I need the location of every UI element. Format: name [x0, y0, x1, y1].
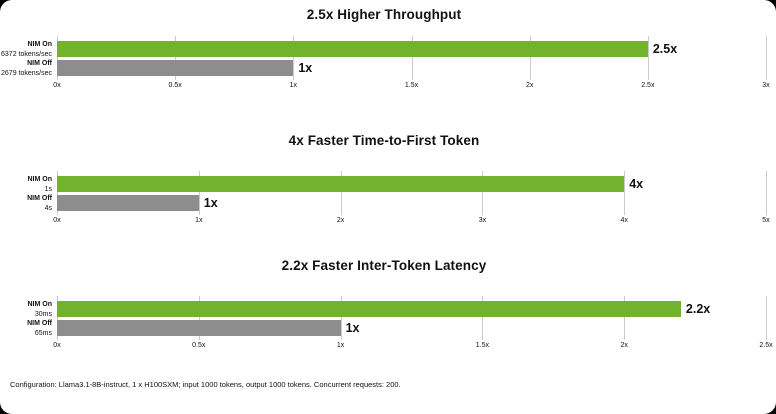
axis-tick-label: 0x — [53, 342, 61, 349]
chart-title: 4x Faster Time-to-First Token — [288, 133, 480, 148]
gridline — [529, 36, 531, 80]
axis-tick-label: 0.5x — [192, 342, 206, 349]
x-axis: 0x 1x 2x 3x 4x 5x — [53, 215, 770, 228]
bar-value-nim-off: 1x — [298, 61, 313, 75]
series-metric: 65ms — [34, 329, 52, 337]
bar-nim-on — [57, 301, 681, 317]
gridline — [340, 296, 342, 340]
axis-spacer — [2, 80, 57, 93]
axis-tick-label: 5x — [762, 217, 770, 224]
bar-value-nim-on: 4x — [629, 177, 644, 191]
gridline — [293, 36, 295, 80]
axis-tick-label: 1x — [289, 82, 298, 89]
row-label-nim-off: NIM Off 65ms — [2, 319, 57, 338]
chart-title: 2.2x Faster Inter-Token Latency — [281, 258, 487, 273]
gridline — [57, 296, 58, 340]
bar-nim-off — [57, 60, 294, 76]
gridline — [57, 171, 58, 215]
axis-tick-label: 0x — [53, 217, 61, 224]
gridline — [624, 296, 626, 340]
x-axis: 0x 0.5x 1x 1.5x 2x 2.5x 3x — [53, 80, 770, 93]
gridline — [482, 171, 484, 215]
row-label-nim-on: NIM On 30ms — [2, 300, 57, 319]
axis-tick-label: 1.5x — [475, 342, 490, 349]
configuration-note: Configuration: Llama3.1-8B-instruct, 1 x… — [10, 380, 401, 389]
chart-higher-throughput: 2.5x Higher Throughput NIM On 6372 token… — [1, 7, 770, 93]
row-label-nim-on: NIM On 6372 tokens/sec — [1, 40, 57, 59]
axis-tick-label: 3x — [762, 82, 770, 89]
series-metric: 2679 tokens/sec — [1, 69, 52, 77]
gridline — [624, 171, 626, 215]
axis-tick-label: 2x — [336, 217, 345, 224]
category-labels: NIM On 6372 tokens/sec NIM Off 2679 toke… — [1, 36, 57, 80]
series-name: NIM On — [27, 176, 53, 184]
axis-tick-label: 0.5x — [168, 82, 182, 89]
series-metric: 1s — [44, 185, 52, 193]
axis-tick-label: 2.5x — [641, 82, 655, 89]
axis-tick-label: 2x — [525, 82, 534, 89]
gridline — [198, 296, 200, 340]
series-metric: 6372 tokens/sec — [1, 50, 52, 58]
category-labels: NIM On 30ms NIM Off 65ms — [2, 296, 57, 340]
axis-tick-label: 0x — [53, 82, 61, 89]
bar-nim-off — [57, 320, 341, 336]
plot-area: 2.5x 1x — [57, 36, 767, 80]
axis-tick-label: 1.5x — [404, 82, 419, 89]
axis-tick-label: 2x — [620, 342, 628, 349]
row-label-nim-on: NIM On 1s — [2, 175, 57, 194]
bar-value-nim-off: 1x — [345, 321, 360, 335]
axis-tick-label: 1x — [195, 217, 203, 224]
chart-title: 2.5x Higher Throughput — [306, 7, 462, 22]
bar-nim-off — [57, 195, 199, 211]
series-name: NIM Off — [27, 60, 52, 68]
gridline — [340, 171, 342, 215]
axis-tick-label: 3x — [478, 217, 487, 224]
bar-nim-on — [57, 41, 648, 57]
gridline — [411, 36, 413, 80]
category-labels: NIM On 1s NIM Off 4s — [2, 171, 57, 215]
series-name: NIM On — [27, 301, 53, 309]
row-label-nim-off: NIM Off 4s — [2, 194, 57, 213]
axis-spacer — [2, 340, 57, 353]
row-label-nim-off: NIM Off 2679 tokens/sec — [1, 59, 57, 78]
axis-tick-label: 2.5x — [759, 342, 773, 349]
gridline — [766, 296, 767, 340]
bar-value-nim-on: 2.2x — [685, 302, 711, 316]
chart-inter-token-latency: 2.2x Faster Inter-Token Latency NIM On 3… — [2, 258, 773, 353]
axis-tick-label: 1x — [336, 342, 345, 349]
gridline — [198, 171, 200, 215]
gridline — [482, 296, 484, 340]
series-metric: 4s — [44, 204, 52, 212]
gridline — [175, 36, 177, 80]
x-axis: 0x 0.5x 1x 1.5x 2x 2.5x — [53, 340, 772, 353]
gridline — [766, 36, 767, 80]
series-name: NIM Off — [27, 195, 52, 203]
series-name: NIM Off — [27, 320, 52, 328]
bar-nim-on — [57, 176, 625, 192]
gridline — [57, 36, 58, 80]
series-name: NIM On — [27, 41, 53, 49]
series-metric: 30ms — [34, 310, 52, 318]
bar-value-nim-off: 1x — [203, 196, 218, 210]
axis-tick-label: 4x — [620, 217, 628, 224]
plot-area: 2.2x 1x — [57, 296, 767, 340]
axis-spacer — [2, 215, 57, 228]
charts-container: 2.5x Higher Throughput NIM On 6372 token… — [1, 7, 773, 353]
chart-time-to-first-token: 4x Faster Time-to-First Token NIM On 1s … — [2, 133, 770, 228]
bar-value-nim-on: 2.5x — [652, 42, 678, 56]
gridline — [647, 36, 649, 80]
plot-area: 4x 1x — [57, 171, 767, 215]
gridline — [766, 171, 767, 215]
